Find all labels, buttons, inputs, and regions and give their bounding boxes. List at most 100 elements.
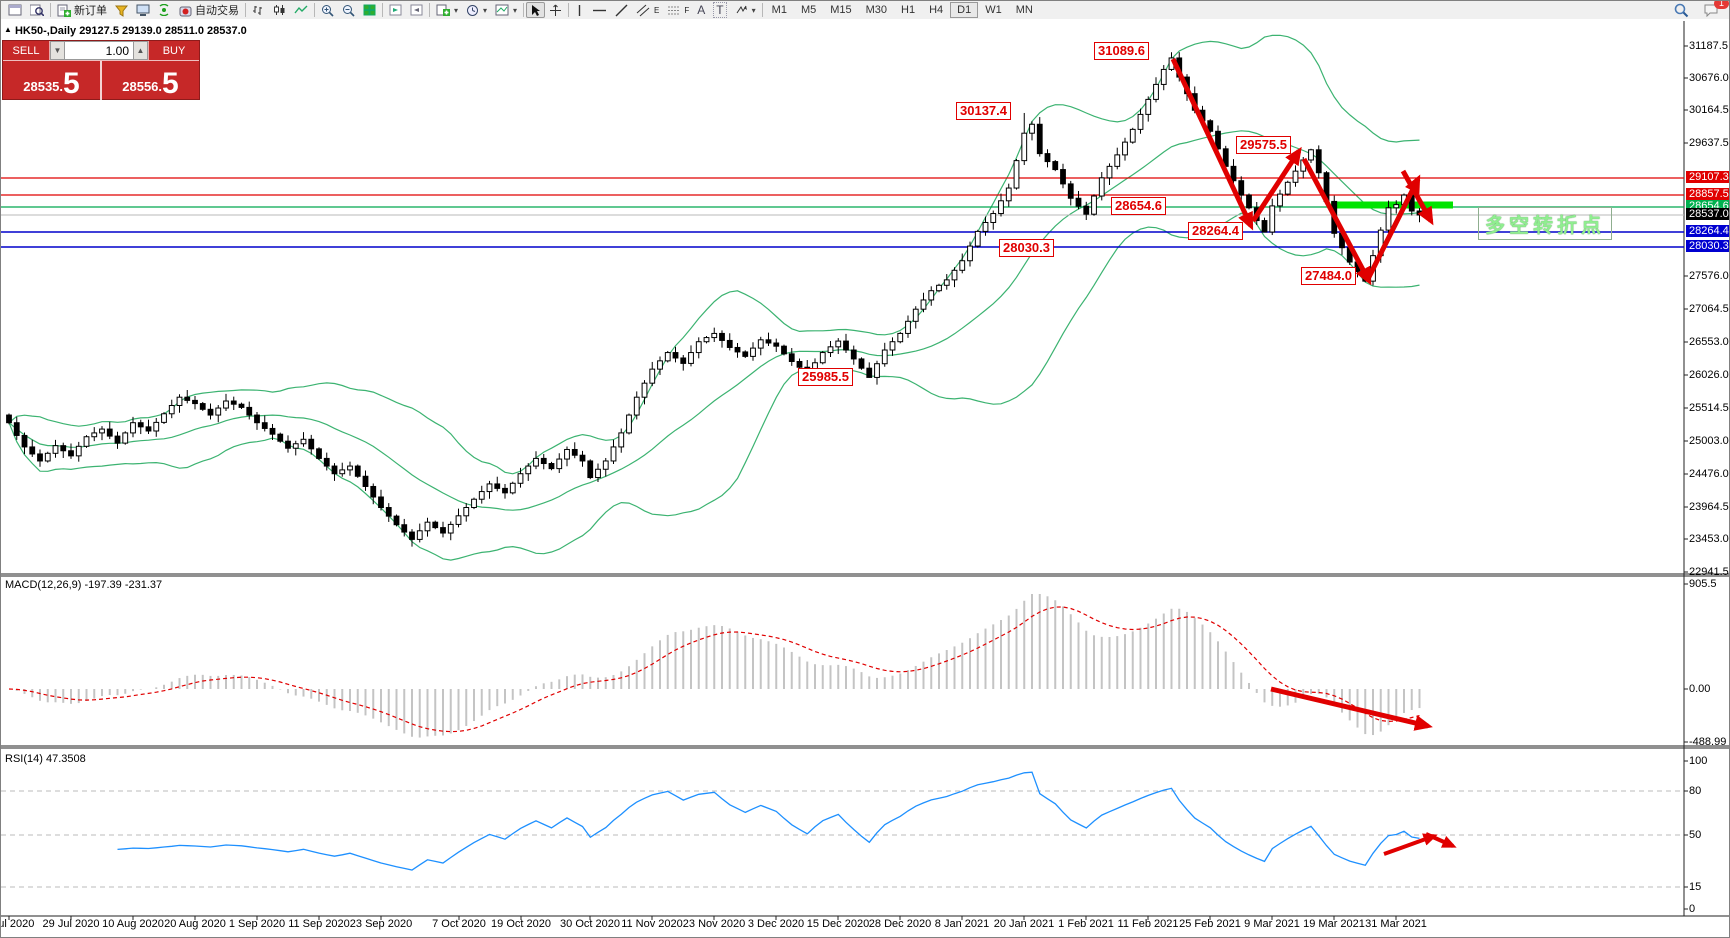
date-axis-label: 9 Mar 2021 [1244, 918, 1300, 930]
price-callout-label[interactable]: 30137.4 [956, 102, 1011, 120]
chat-icon[interactable]: 1 [1699, 1, 1729, 19]
price-axis-tick: 27064.5 [1689, 303, 1729, 315]
timeframe-m30[interactable]: M30 [865, 4, 888, 16]
price-axis-tag: 29107.3 [1686, 171, 1729, 183]
templates-icon[interactable]: ▾ [491, 2, 521, 18]
rsi-axis-tick: 80 [1689, 785, 1702, 797]
sell-price[interactable]: 28535. 5 [3, 61, 102, 100]
zoom-out-icon[interactable] [338, 2, 359, 19]
text-label-tool-icon[interactable]: T [709, 1, 730, 20]
auto-trading-label: 自动交易 [195, 5, 239, 17]
fibonacci-tool-label: F [684, 5, 690, 15]
timeframe-m1[interactable]: M1 [771, 4, 787, 16]
terminal-icon[interactable] [132, 2, 154, 18]
date-axis-label: 10 Aug 2020 [102, 918, 164, 930]
one-click-trade-panel: SELL ▼ 1.00 ▲ BUY 28535. 5 28556. 5 [3, 41, 199, 100]
volume-decrease-button[interactable]: ▼ [50, 41, 65, 60]
date-axis-label: 1 Sep 2020 [228, 918, 286, 930]
crosshair-tool-icon[interactable] [545, 2, 566, 19]
price-callout-label[interactable]: 25985.5 [798, 368, 853, 386]
text-tool-icon[interactable]: A [693, 1, 709, 19]
chart-shift-icon[interactable] [385, 2, 406, 18]
sell-button[interactable]: SELL [3, 41, 50, 60]
buy-button[interactable]: BUY [148, 41, 199, 60]
candle-chart-icon[interactable] [269, 2, 290, 18]
timeframe-mn[interactable]: MN [1015, 4, 1033, 16]
new-order-button[interactable]: 新订单 [53, 1, 111, 20]
zoom-in-icon[interactable] [317, 2, 338, 19]
fibonacci-tool-icon[interactable]: F [663, 3, 693, 18]
date-axis-label: 7 Jul 2020 [1, 918, 35, 930]
date-axis-label: 7 Oct 2020 [432, 918, 486, 930]
price-axis-tag: 28264.4 [1686, 225, 1729, 237]
date-axis-label: 31 Mar 2021 [1365, 918, 1427, 930]
channel-tool-icon[interactable]: E [632, 2, 663, 19]
price-axis-tick: 29637.5 [1689, 137, 1729, 149]
date-axis-label: 20 Jan 2021 [993, 918, 1055, 930]
profile-icon[interactable] [26, 2, 48, 18]
price-axis-tag: 28030.3 [1686, 240, 1729, 252]
date-axis-label: 25 Feb 2021 [1179, 918, 1241, 930]
symbol-name: HK50-,Daily [14, 25, 77, 37]
annotation-text[interactable]: 多空转折点 [1478, 207, 1612, 240]
line-chart-icon[interactable] [290, 2, 312, 18]
volume-increase-button[interactable]: ▲ [133, 41, 148, 60]
price-axis-tick: 26026.0 [1689, 369, 1729, 381]
price-axis-tick: 30676.0 [1689, 72, 1729, 84]
tile-windows-icon[interactable] [359, 2, 380, 18]
date-axis-label: 11 Nov 2020 [621, 918, 683, 930]
periods-clock-icon[interactable]: ▾ [462, 2, 491, 19]
date-axis-label: 15 Dec 2020 [806, 918, 870, 930]
signal-icon[interactable] [154, 2, 175, 18]
date-axis-label: 8 Jan 2021 [934, 918, 990, 930]
chat-badge: 1 [1714, 1, 1729, 9]
date-axis-label: 23 Nov 2020 [682, 918, 746, 930]
chart-window-icon[interactable] [4, 2, 26, 18]
autoscroll-icon[interactable] [406, 2, 427, 18]
timeframe-h1[interactable]: H1 [901, 4, 916, 16]
rsi-axis-tick: 50 [1689, 829, 1702, 841]
chart-area: ▲ HK50-,Daily 29127.5 29139.0 28511.0 28… [1, 19, 1729, 937]
price-callout-label[interactable]: 29575.5 [1236, 136, 1291, 154]
date-axis-label: 11 Feb 2021 [1117, 918, 1179, 930]
price-callout-label[interactable]: 28264.4 [1188, 222, 1243, 240]
price-axis-tag: 28857.5 [1686, 188, 1729, 200]
collapse-triangle-icon[interactable]: ▲ [4, 25, 12, 34]
horizontal-line-tool-icon[interactable] [588, 4, 611, 17]
macd-axis-tick: 905.5 [1689, 578, 1717, 590]
timeframe-d1[interactable]: D1 [950, 2, 979, 18]
search-icon[interactable] [1670, 1, 1693, 20]
date-axis-label: 19 Mar 2021 [1303, 918, 1365, 930]
timeframe-h4[interactable]: H4 [929, 4, 944, 16]
volume-input[interactable]: 1.00 [65, 41, 133, 60]
trendline-tool-icon[interactable] [611, 2, 632, 19]
timeframe-w1[interactable]: W1 [985, 4, 1002, 16]
auto-trading-button[interactable]: 自动交易 [175, 1, 243, 20]
price-callout-label[interactable]: 27484.0 [1301, 267, 1356, 285]
rsi-axis-tick: 100 [1689, 755, 1708, 767]
price-plot-svg [1, 21, 1729, 920]
price-axis-tick: 31187.5 [1689, 40, 1728, 52]
buy-price[interactable]: 28556. 5 [122, 67, 179, 100]
funnel-icon[interactable] [111, 2, 132, 19]
symbol-ohlc-line[interactable]: ▲ HK50-,Daily 29127.5 29139.0 28511.0 28… [4, 25, 247, 37]
date-axis-label: 28 Dec 2020 [868, 918, 932, 930]
timeframe-m5[interactable]: M5 [800, 4, 817, 16]
new-order-label: 新订单 [74, 5, 107, 17]
vertical-line-tool-icon[interactable] [571, 2, 588, 19]
price-callout-label[interactable]: 28030.3 [999, 239, 1054, 257]
bar-chart-icon[interactable] [248, 2, 269, 18]
text-tool-label: A [697, 3, 706, 17]
price-callout-label[interactable]: 28654.6 [1111, 197, 1166, 215]
timeframe-m15[interactable]: M15 [830, 4, 852, 16]
price-callout-label[interactable]: 31089.6 [1094, 42, 1149, 60]
indicators-add-icon[interactable]: ▾ [432, 2, 462, 18]
rsi-title: RSI(14) 47.3508 [5, 753, 86, 765]
arrows-tool-icon[interactable]: ▾ [731, 2, 760, 18]
macd-axis-tick: -488.99 [1689, 736, 1727, 748]
price-axis-tick: 23964.5 [1689, 501, 1729, 513]
cursor-tool-icon[interactable] [526, 2, 546, 18]
date-axis-label: 23 Sep 2020 [349, 918, 413, 930]
text-label-tool-label: T [713, 2, 727, 18]
